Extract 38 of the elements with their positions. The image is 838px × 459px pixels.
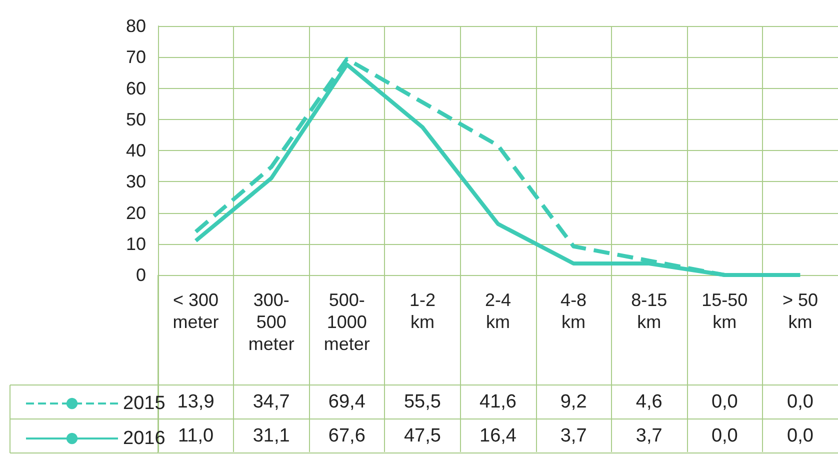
x-tick-label: < 300 meter [172, 290, 219, 332]
x-tick-label: 300- 500 meter [248, 290, 294, 354]
x-tick-label: 15-50 km [702, 290, 748, 332]
y-tick-label: 30 [126, 172, 146, 192]
y-tick-label: 20 [126, 202, 146, 223]
y-tick-label: 10 [126, 234, 146, 254]
data-label: 0,0 [787, 426, 814, 446]
legend-label: 2015 [123, 393, 166, 414]
data-label: 41,6 [480, 392, 516, 412]
x-tick-label: 1-2 km [409, 290, 436, 332]
data-label: 0,0 [787, 392, 814, 412]
data-label: 3,7 [560, 426, 587, 446]
data-label: 16,4 [480, 426, 517, 446]
y-tick-label: 0 [136, 265, 146, 285]
data-label: 11,0 [178, 426, 214, 446]
x-tick-label: 2-4 km [484, 290, 512, 332]
data-label: 47,5 [404, 426, 441, 446]
x-tick-label: 8-15 km [631, 290, 668, 332]
data-label: 0,0 [711, 426, 738, 446]
data-label: 31,1 [252, 426, 290, 446]
x-tick-label: > 50 km [782, 290, 818, 332]
data-label: 4,6 [636, 392, 662, 412]
data-label: 69,4 [328, 392, 366, 412]
x-tick-label: 500- 1000 meter [324, 290, 370, 354]
data-label: 0,0 [711, 392, 738, 412]
y-tick-label: 80 [126, 16, 146, 36]
y-tick-label: 40 [126, 140, 146, 160]
data-label: 3,7 [636, 426, 662, 446]
data-label: 67,6 [328, 426, 366, 446]
data-label: 55,5 [404, 392, 441, 412]
y-tick-label: 60 [126, 78, 146, 98]
x-tick-label: 4-8 km [560, 290, 587, 332]
data-label: 34,7 [252, 392, 290, 412]
y-tick-label: 50 [126, 109, 146, 130]
legend-label: 2016 [123, 428, 166, 449]
data-label: 9,2 [560, 392, 587, 412]
data-label: 13,9 [177, 392, 214, 412]
y-tick-label: 70 [126, 47, 146, 68]
